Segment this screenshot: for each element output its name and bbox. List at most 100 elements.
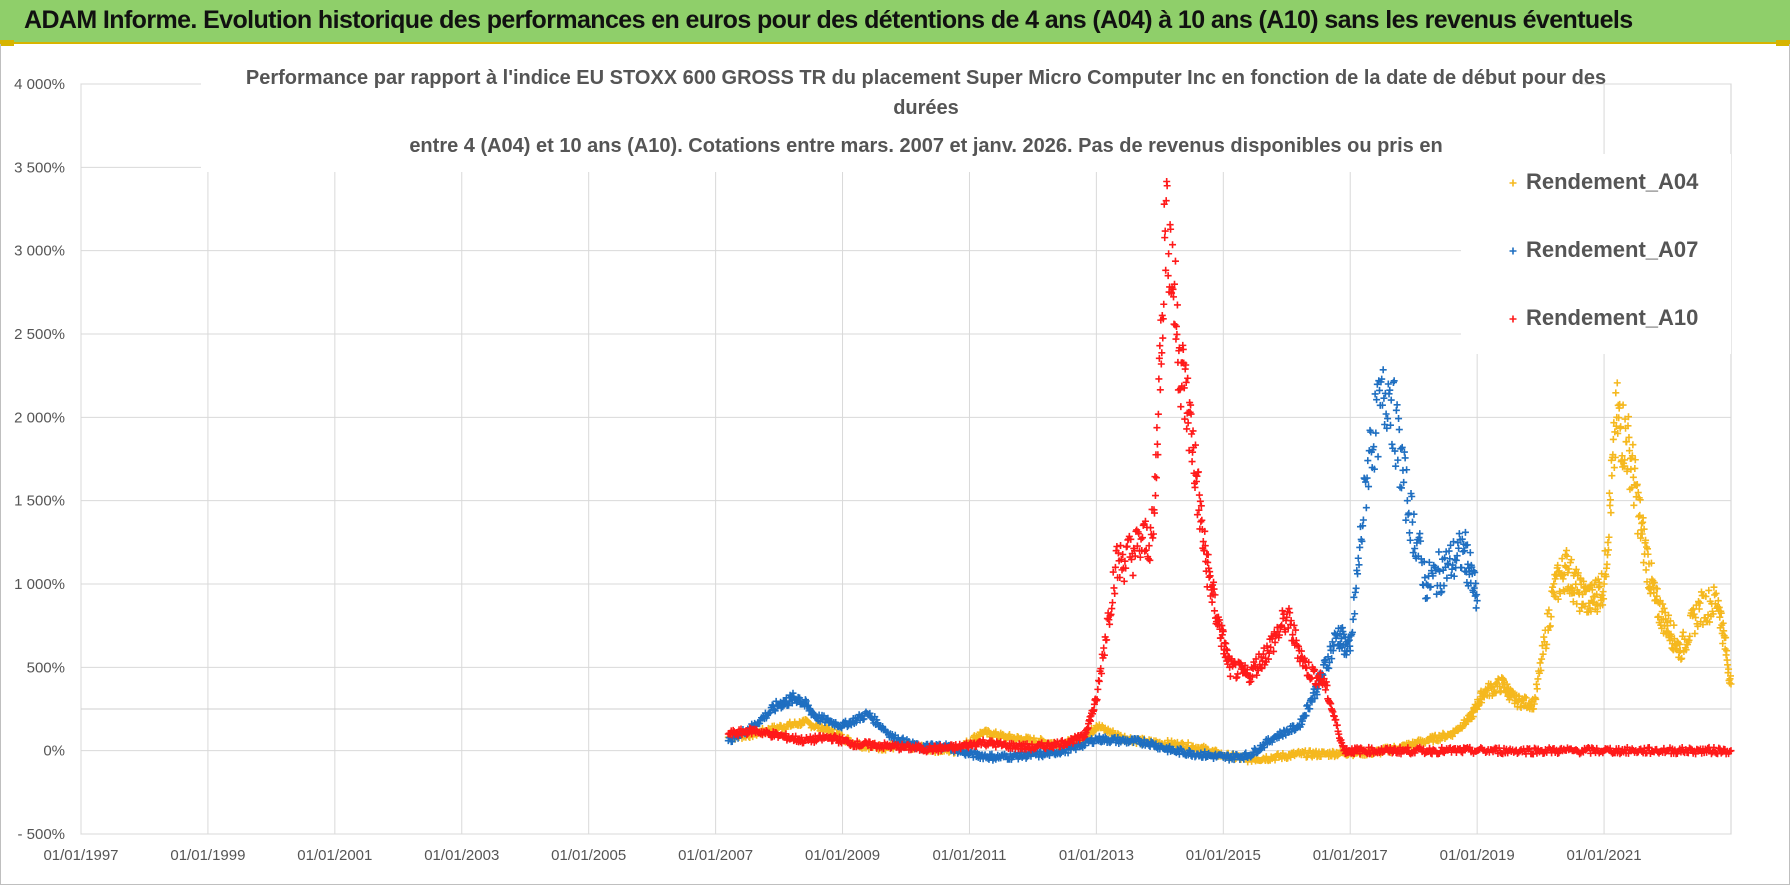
- data-point: [1346, 647, 1354, 655]
- x-tick-label: 01/01/2019: [1440, 847, 1515, 864]
- data-point-fill: [1404, 744, 1412, 752]
- data-point-fill: [1120, 577, 1128, 585]
- data-point-fill: [1095, 732, 1103, 740]
- data-point: [1549, 588, 1557, 596]
- data-point-fill: [1194, 468, 1202, 476]
- data-point-fill: [1492, 689, 1500, 697]
- data-point-fill: [1616, 750, 1624, 758]
- data-point-fill: [1440, 582, 1448, 590]
- data-point-fill: [1268, 738, 1276, 746]
- data-point-fill: [1370, 443, 1378, 451]
- data-point-fill: [1606, 496, 1614, 504]
- data-point-fill: [1409, 549, 1417, 557]
- data-point-fill: [1447, 541, 1455, 549]
- data-point-fill: [1108, 599, 1116, 607]
- data-point-fill: [1121, 557, 1129, 565]
- data-point-fill: [1605, 489, 1613, 497]
- data-point-fill: [1574, 569, 1582, 577]
- data-point-fill: [771, 707, 779, 715]
- data-point-fill: [1270, 647, 1278, 655]
- data-point-fill: [1141, 517, 1149, 525]
- data-point-fill: [1205, 564, 1213, 572]
- data-point-fill: [1640, 559, 1648, 567]
- data-point-fill: [1248, 673, 1256, 681]
- data-point-fill: [1165, 250, 1173, 258]
- data-point-fill: [1316, 669, 1324, 677]
- data-point-fill: [1555, 749, 1563, 757]
- data-point-fill: [1355, 561, 1363, 569]
- data-point-fill: [1692, 750, 1700, 758]
- data-points: [724, 154, 1735, 766]
- data-point-fill: [1122, 564, 1130, 572]
- data-point-fill: [1401, 454, 1409, 462]
- data-point-fill: [1411, 545, 1419, 553]
- data-point-fill: [1403, 466, 1411, 474]
- data-point-fill: [1406, 529, 1414, 537]
- data-point-fill: [1532, 695, 1540, 703]
- data-point-fill: [1151, 492, 1159, 500]
- data-point-fill: [1177, 403, 1185, 411]
- data-point-fill: [1521, 693, 1529, 701]
- data-point-fill: [1715, 744, 1723, 752]
- data-point-fill: [796, 694, 804, 702]
- data-point-fill: [1642, 566, 1650, 574]
- data-point-fill: [1253, 671, 1261, 679]
- data-point-fill: [1188, 458, 1196, 466]
- data-point-fill: [1164, 272, 1172, 280]
- data-point-fill: [1631, 464, 1639, 472]
- data-point-fill: [1639, 514, 1647, 522]
- data-point-fill: [1611, 453, 1619, 461]
- data-point-fill: [1696, 599, 1704, 607]
- data-point-fill: [1587, 607, 1595, 615]
- data-point-fill: [1109, 568, 1117, 576]
- data-point-fill: [1150, 509, 1158, 517]
- data-point-fill: [1679, 628, 1687, 636]
- data-point-fill: [1374, 453, 1382, 461]
- data-point-fill: [1145, 542, 1153, 550]
- data-point-fill: [1536, 659, 1544, 667]
- data-point-fill: [1198, 516, 1206, 524]
- data-point-fill: [1166, 742, 1174, 750]
- data-point-fill: [972, 743, 980, 751]
- data-point-fill: [1330, 642, 1338, 650]
- data-point-fill: [1289, 631, 1297, 639]
- data-point-fill: [1471, 568, 1479, 576]
- data-point-fill: [1449, 538, 1457, 546]
- data-point-fill: [1687, 745, 1695, 753]
- data-point-fill: [1210, 585, 1218, 593]
- data-point-fill: [1367, 428, 1375, 436]
- data-point-fill: [1610, 419, 1618, 427]
- data-point-fill: [1645, 743, 1653, 751]
- data-point-fill: [1160, 300, 1168, 308]
- data-point-fill: [1612, 389, 1620, 397]
- data-point-fill: [1163, 182, 1171, 190]
- data-point-fill: [1154, 451, 1162, 459]
- data-point-fill: [1290, 621, 1298, 629]
- data-point: [1422, 580, 1430, 588]
- data-point: [1714, 597, 1722, 605]
- data-point-fill: [1169, 285, 1177, 293]
- data-point-fill: [1301, 657, 1309, 665]
- data-point-fill: [1197, 502, 1205, 510]
- data-point-fill: [1461, 528, 1469, 536]
- data-point-fill: [782, 730, 790, 738]
- banner-accent-left: [0, 40, 14, 46]
- data-point: [1530, 700, 1538, 708]
- data-point-fill: [1169, 241, 1177, 249]
- data-point-fill: [1596, 582, 1604, 590]
- data-point-fill: [1455, 544, 1463, 552]
- data-point-fill: [1182, 361, 1190, 369]
- legend-label: Rendement_A04: [1526, 169, 1699, 194]
- data-point-fill: [1222, 645, 1230, 653]
- data-point-fill: [1252, 655, 1260, 663]
- data-point-fill: [1184, 739, 1192, 747]
- data-point-fill: [1170, 293, 1178, 301]
- data-point-fill: [1419, 745, 1427, 753]
- data-point-fill: [1441, 554, 1449, 562]
- data-point-fill: [1630, 501, 1638, 509]
- x-tick-label: 01/01/2011: [932, 847, 1006, 864]
- data-point-fill: [1719, 619, 1727, 627]
- data-point-fill: [1534, 675, 1542, 683]
- data-point: [1150, 530, 1157, 538]
- data-point-fill: [1453, 552, 1461, 560]
